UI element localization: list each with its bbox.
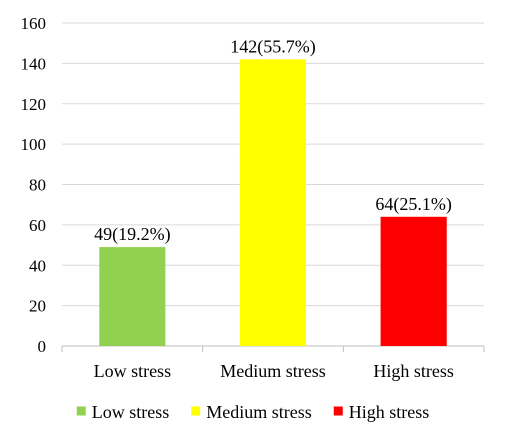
y-tick-label: 0 [38,337,47,356]
bar-medium-stress [239,59,307,347]
y-tick-label: 20 [29,297,46,316]
legend-swatch [191,406,201,416]
x-tick-label: Medium stress [220,361,326,381]
y-tick-label: 60 [29,216,46,235]
legend-swatch [333,406,343,416]
y-tick-label: 140 [21,54,47,73]
legend-item: High stress [333,402,430,422]
y-tick-label: 80 [29,176,46,195]
legend-item: Low stress [76,402,170,422]
legend-label: High stress [349,402,430,422]
y-tick-label: 120 [21,95,47,114]
data-label: 64(25.1%) [375,194,451,215]
y-tick-label: 40 [29,256,46,275]
y-tick-label: 160 [21,14,47,33]
legend-swatch [76,406,86,416]
legend-label: Medium stress [206,402,312,422]
data-labels: 49(19.2%) 142(55.7%) 64(25.1%) [94,36,452,245]
y-axis: 0 20 40 60 80 100 120 140 160 [21,14,47,356]
y-tick-label: 100 [21,135,47,154]
x-tick-label: High stress [373,361,454,381]
bar-high-stress [380,216,447,346]
data-label: 49(19.2%) [94,224,170,245]
x-tick-label: Low stress [94,361,172,381]
bar-low-stress [99,247,166,346]
legend: Low stress Medium stress High stress [76,402,430,422]
bars [99,59,447,347]
x-axis: Low stress Medium stress High stress [61,345,485,381]
legend-item: Medium stress [191,402,312,422]
data-label: 142(55.7%) [230,36,315,57]
legend-label: Low stress [92,402,170,422]
